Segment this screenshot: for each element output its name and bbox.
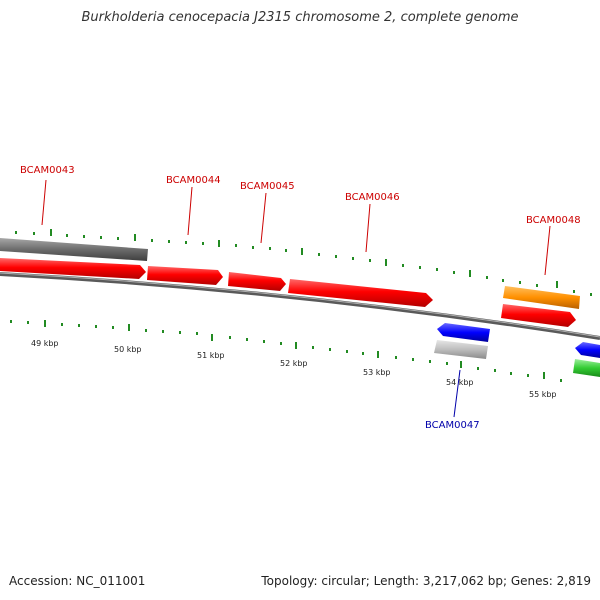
gene-label-bcam0044: BCAM0044 bbox=[166, 175, 221, 186]
scale-label: 54 kbp bbox=[446, 378, 474, 387]
scale-label: 53 kbp bbox=[363, 368, 391, 377]
feature-blue-reverse-2[interactable] bbox=[575, 342, 600, 358]
feature-bcam0045[interactable] bbox=[228, 272, 286, 291]
feature-bcam0046[interactable] bbox=[288, 279, 433, 307]
label-leader-lines bbox=[41, 179, 551, 418]
feature-bcam0048[interactable] bbox=[501, 304, 576, 327]
feature-orange-rna[interactable] bbox=[503, 286, 580, 309]
gene-label-bcam0048: BCAM0048 bbox=[526, 215, 581, 226]
gene-label-bcam0043: BCAM0043 bbox=[20, 165, 75, 176]
gene-labels: BCAM0043 BCAM0044 BCAM0045 BCAM0046 BCAM… bbox=[20, 165, 581, 431]
scale-label: 51 kbp bbox=[197, 351, 225, 360]
feature-bcam0047[interactable] bbox=[434, 340, 488, 359]
chromosome-backbone bbox=[0, 272, 600, 340]
scale-label: 49 kbp bbox=[31, 339, 59, 348]
feature-grey-large[interactable] bbox=[0, 238, 148, 261]
accession-text: Accession: NC_011001 bbox=[9, 574, 146, 588]
scale-label: 50 kbp bbox=[114, 345, 142, 354]
genome-title: Burkholderia cenocepacia J2315 chromosom… bbox=[81, 10, 519, 25]
scale-labels: 49 kbp 50 kbp 51 kbp 52 kbp 53 kbp 54 kb… bbox=[31, 339, 557, 399]
upper-tick-ring bbox=[15, 229, 592, 296]
feature-bcam0043[interactable] bbox=[0, 258, 146, 279]
gene-label-bcam0047: BCAM0047 bbox=[425, 420, 480, 431]
gene-label-bcam0045: BCAM0045 bbox=[240, 181, 295, 192]
lower-tick-ring bbox=[10, 320, 562, 382]
scale-label: 55 kbp bbox=[529, 390, 557, 399]
feature-green[interactable] bbox=[573, 359, 600, 377]
feature-bcam0044[interactable] bbox=[147, 266, 223, 285]
gene-label-bcam0046: BCAM0046 bbox=[345, 192, 400, 203]
genome-stats-text: Topology: circular; Length: 3,217,062 bp… bbox=[261, 574, 591, 588]
scale-label: 52 kbp bbox=[280, 359, 308, 368]
feature-blue-reverse-1[interactable] bbox=[437, 323, 490, 342]
